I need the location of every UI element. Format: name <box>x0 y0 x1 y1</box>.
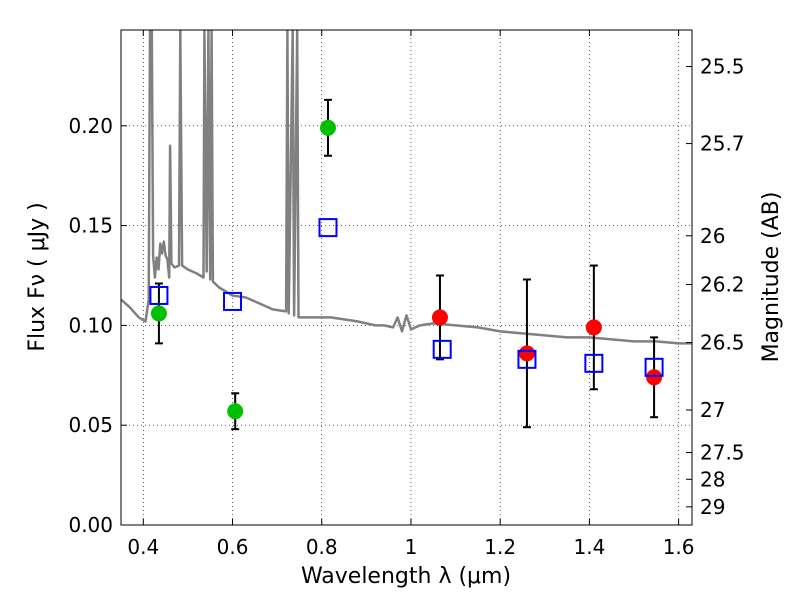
error-bars-layer <box>154 98 659 431</box>
data-point <box>150 305 167 322</box>
x-tick-label: 1.6 <box>663 535 695 559</box>
model-point <box>644 357 664 377</box>
x-tick-label: 1 <box>405 535 418 559</box>
data-point <box>227 403 244 420</box>
y-tick-label: 0.05 <box>68 413 113 437</box>
right-tick-label: 28 <box>700 467 725 491</box>
model-point <box>223 291 243 311</box>
model-spectrum-layer <box>121 30 692 345</box>
markers-layer <box>149 119 664 420</box>
data-point <box>518 345 535 362</box>
data-point <box>646 369 663 386</box>
model-point <box>318 218 338 238</box>
y-tick-label: 0.20 <box>68 114 113 138</box>
data-point <box>585 319 602 336</box>
right-tick-label: 27 <box>700 398 725 422</box>
y-tick-label: 0.15 <box>68 214 113 238</box>
plot-frame <box>120 29 693 526</box>
model-spectrum-line <box>121 30 692 345</box>
right-tick-label: 26.2 <box>700 272 745 296</box>
x-axis-label: Wavelength λ (μm) <box>301 564 511 589</box>
right-tick-label: 25.7 <box>700 132 745 156</box>
right-tick-label: 26 <box>700 224 725 248</box>
right-tick-label: 29 <box>700 495 725 519</box>
x-tick-label: 1.4 <box>573 535 605 559</box>
y-axis-label: Flux Fν ( μJy ) <box>25 202 50 351</box>
model-point <box>149 285 169 305</box>
right-axis-label: Magnitude (AB) <box>759 192 784 363</box>
y-tick-label: 0.10 <box>68 313 113 337</box>
right-tick-label: 25.5 <box>700 55 745 79</box>
x-tick-label: 0.6 <box>217 535 249 559</box>
grid-lines <box>121 30 692 525</box>
x-tick-label: 0.4 <box>127 535 159 559</box>
model-point <box>517 349 537 369</box>
right-tick-label: 27.5 <box>700 441 745 465</box>
x-tick-label: 1.2 <box>484 535 516 559</box>
y-tick-label: 0.00 <box>68 513 113 537</box>
x-tick-label: 0.8 <box>306 535 338 559</box>
model-point <box>584 353 604 373</box>
data-point <box>431 309 448 326</box>
axes-layer: 0.4 0.6 0.8 1 1.2 1.4 1.6 0.00 0.05 0.10 0.15 0.20 2… <box>68 30 745 559</box>
right-tick-label: 26.5 <box>700 331 745 355</box>
model-point <box>432 339 452 359</box>
data-point <box>319 119 336 136</box>
